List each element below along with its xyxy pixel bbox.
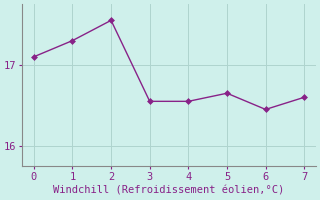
X-axis label: Windchill (Refroidissement éolien,°C): Windchill (Refroidissement éolien,°C): [53, 186, 285, 196]
